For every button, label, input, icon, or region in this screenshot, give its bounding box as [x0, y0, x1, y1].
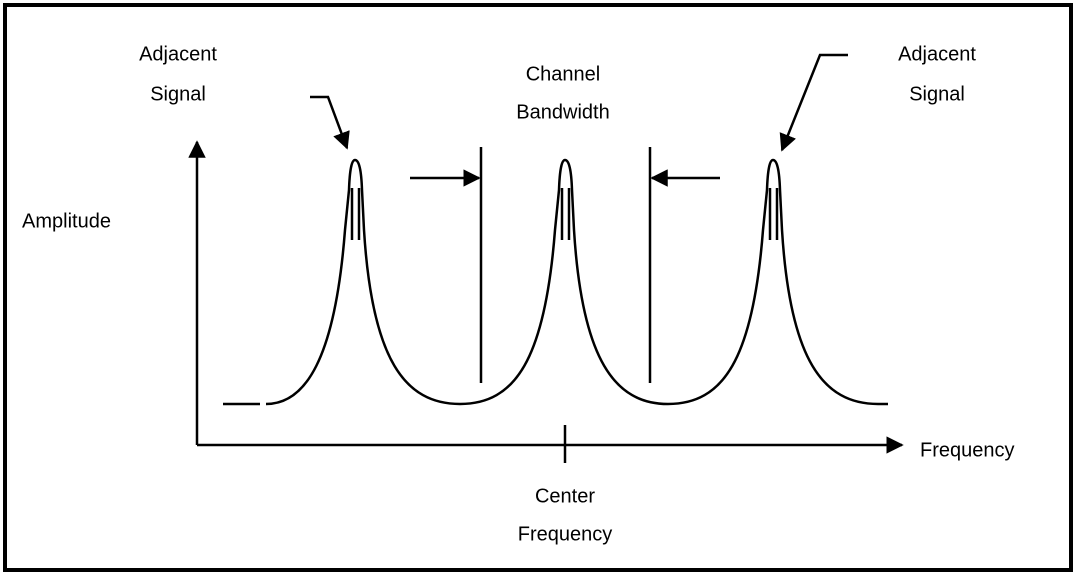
label: Signal: [150, 83, 206, 105]
peak-stems: [350, 188, 779, 240]
frame: [3, 3, 1073, 572]
x-axis-label: Frequency: [920, 439, 1015, 461]
y-axis-label: Amplitude: [22, 210, 111, 232]
label: Adjacent: [898, 43, 976, 65]
label: Frequency: [518, 523, 613, 545]
callout-arrow: [779, 53, 848, 152]
label: Signal: [909, 83, 965, 105]
callout-arrow: [310, 95, 350, 150]
spectrum-curve: [223, 158, 888, 406]
label: Center: [535, 485, 595, 507]
label: Bandwidth: [516, 101, 609, 123]
label: Adjacent: [139, 43, 217, 65]
label: Channel: [526, 63, 601, 85]
